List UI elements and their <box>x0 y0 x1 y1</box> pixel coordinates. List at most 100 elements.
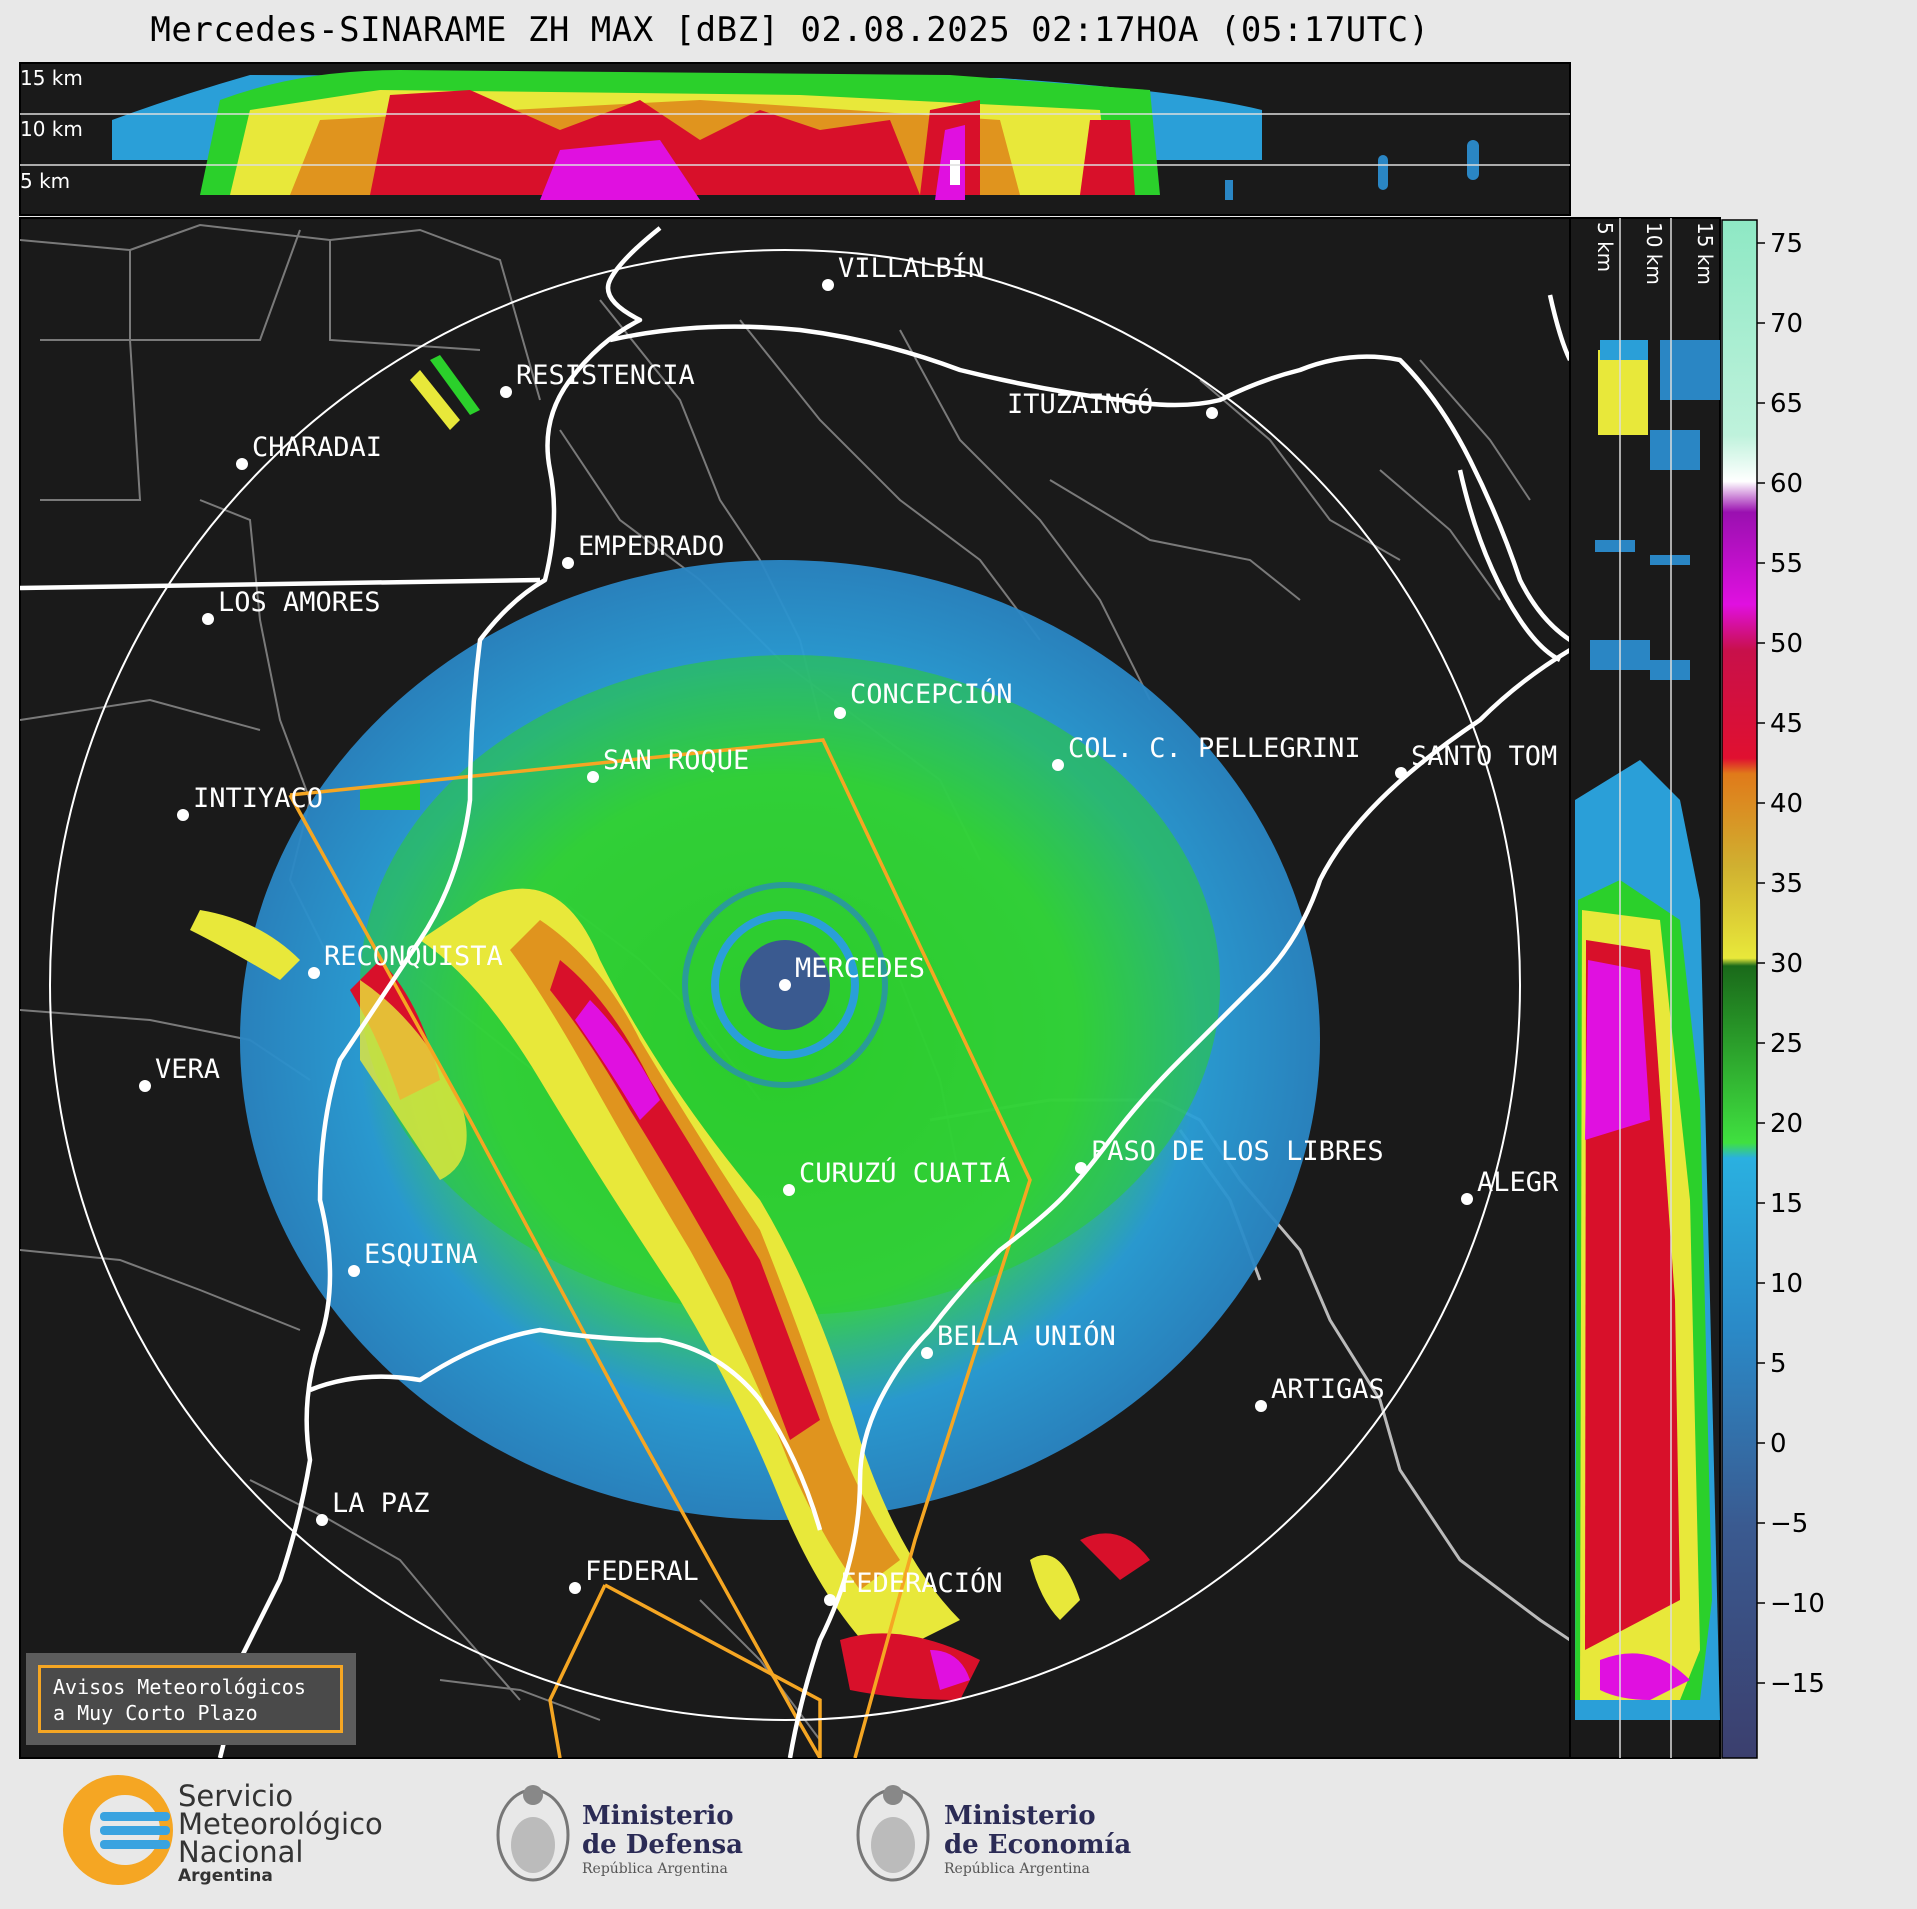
colorbar-tick-label: −10 <box>1770 1589 1825 1619</box>
city-label: FEDERACIÓN <box>840 1567 1003 1599</box>
smn-line2: Meteorológico <box>178 1807 383 1841</box>
radar-map-panel <box>19 217 1571 1759</box>
defensa-line1: Ministerio <box>582 1801 734 1831</box>
city-label: CURUZÚ CUATIÁ <box>799 1157 1010 1189</box>
city-marker-icon <box>139 1080 151 1092</box>
city-marker-icon <box>236 458 248 470</box>
city-marker-icon <box>1255 1400 1267 1412</box>
colorbar-tick-label: 10 <box>1770 1269 1803 1299</box>
city-label: RESISTENCIA <box>516 360 695 391</box>
city-marker-icon <box>562 557 574 569</box>
city-marker-icon <box>1395 767 1407 779</box>
colorbar-tick-label: 20 <box>1770 1109 1803 1139</box>
city-marker-icon <box>783 1184 795 1196</box>
city-label: INTIYACO <box>193 783 323 814</box>
colorbar-tick-label: −5 <box>1770 1509 1808 1539</box>
colorbar-tick-label: 30 <box>1770 949 1803 979</box>
colorbar-tick-label: 60 <box>1770 469 1803 499</box>
side-cross-section-panel: 5 km 10 km 15 km <box>1569 217 1721 1759</box>
city-label: ITUZAINGÓ <box>1007 388 1153 420</box>
warning-legend: Avisos Meteorológicos a Muy Corto Plazo <box>38 1665 343 1733</box>
city-markers: VILLALBÍN RESISTENCIA CHARADAI ITUZAINGÓ EMP… <box>139 252 1559 1606</box>
economia-logo-text: Ministerio de Economía República Argenti… <box>944 1802 1131 1878</box>
colorbar-tick-label: 15 <box>1770 1189 1803 1219</box>
economia-line1: Ministerio <box>944 1801 1096 1831</box>
city-label: LOS AMORES <box>218 587 381 618</box>
city-label: MERCEDES <box>795 953 925 984</box>
city-marker-icon <box>824 1594 836 1606</box>
map-title: Mercedes-SINARAME ZH MAX [dBZ] 02.08.202… <box>150 10 1430 50</box>
defensa-logo-text: Ministerio de Defensa República Argentin… <box>582 1802 743 1878</box>
colorbar-tick-label: 50 <box>1770 629 1803 659</box>
colorbar-tick-label: 35 <box>1770 869 1803 899</box>
warning-legend-line2: a Muy Corto Plazo <box>53 1701 258 1725</box>
colorbar-tick-label: −15 <box>1770 1669 1825 1699</box>
colorbar-tick-label: 5 <box>1770 1349 1787 1379</box>
colorbar-tick-label: 25 <box>1770 1029 1803 1059</box>
city-marker-icon <box>921 1347 933 1359</box>
smn-logo-text: Servicio Meteorológico Nacional Argentin… <box>178 1779 383 1887</box>
rivers <box>20 226 1570 1758</box>
warning-legend-line1: Avisos Meteorológicos <box>53 1675 306 1699</box>
city-marker-icon <box>1052 759 1064 771</box>
city-marker-icon <box>500 386 512 398</box>
city-marker-icon <box>822 279 834 291</box>
range-ring <box>49 249 1521 1721</box>
city-marker-icon <box>587 771 599 783</box>
city-label: LA PAZ <box>332 1488 430 1519</box>
colorbar-tick-label: 55 <box>1770 549 1803 579</box>
city-marker-icon <box>569 1582 581 1594</box>
city-label: BELLA UNIÓN <box>937 1320 1116 1352</box>
smn-logo-icon <box>63 1775 173 1885</box>
city-label: VILLALBÍN <box>838 252 984 284</box>
city-label: FEDERAL <box>585 1556 699 1587</box>
defensa-line2: de Defensa <box>582 1830 743 1860</box>
city-marker-icon <box>779 979 791 991</box>
city-label: PASO DE LOS LIBRES <box>1091 1136 1384 1167</box>
city-marker-icon <box>1075 1162 1087 1174</box>
city-label: COL. C. PELLEGRINI <box>1068 733 1361 764</box>
colorbar-tick-label: 65 <box>1770 389 1803 419</box>
side-label-5km: 5 km <box>1593 222 1617 272</box>
city-label: ALEGR <box>1477 1167 1559 1198</box>
city-label: EMPEDRADO <box>578 531 724 562</box>
city-marker-icon <box>177 809 189 821</box>
city-label: VERA <box>155 1054 220 1085</box>
top-label-10km: 10 km <box>20 117 83 141</box>
economia-line2: de Economía <box>944 1830 1132 1860</box>
city-marker-icon <box>348 1265 360 1277</box>
city-label: SAN ROQUE <box>603 745 749 776</box>
side-label-10km: 10 km <box>1642 222 1666 285</box>
top-cross-section-panel: 15 km 10 km 5 km <box>19 62 1571 216</box>
colorbar-tick-label: 70 <box>1770 309 1803 339</box>
smn-line4: Argentina <box>178 1866 273 1886</box>
smn-line3: Nacional <box>178 1835 304 1869</box>
defensa-line3: República Argentina <box>582 1861 728 1877</box>
warning-polygons <box>288 738 1032 1758</box>
city-marker-icon <box>1461 1193 1473 1205</box>
colorbar-tick-label: 0 <box>1770 1429 1787 1459</box>
colorbar-tick-label: 75 <box>1770 229 1803 259</box>
city-marker-icon <box>834 707 846 719</box>
city-label: CONCEPCIÓN <box>850 678 1013 710</box>
top-label-5km: 5 km <box>20 169 70 193</box>
defensa-shield-icon <box>496 1785 570 1882</box>
city-label: RECONQUISTA <box>324 941 503 972</box>
economia-shield-icon <box>856 1785 930 1882</box>
colorbar-tick-label: 40 <box>1770 789 1803 819</box>
city-marker-icon <box>308 967 320 979</box>
city-marker-icon <box>202 613 214 625</box>
side-label-15km: 15 km <box>1693 222 1717 285</box>
colorbar-tick-label: 45 <box>1770 709 1803 739</box>
city-label: ARTIGAS <box>1271 1374 1385 1405</box>
city-label: ESQUINA <box>364 1239 478 1270</box>
city-label: CHARADAI <box>252 432 382 463</box>
economia-line3: República Argentina <box>944 1861 1090 1877</box>
city-label: SANTO TOM <box>1411 741 1557 772</box>
top-label-15km: 15 km <box>20 66 83 90</box>
smn-line1: Servicio <box>178 1779 294 1813</box>
city-marker-icon <box>316 1514 328 1526</box>
